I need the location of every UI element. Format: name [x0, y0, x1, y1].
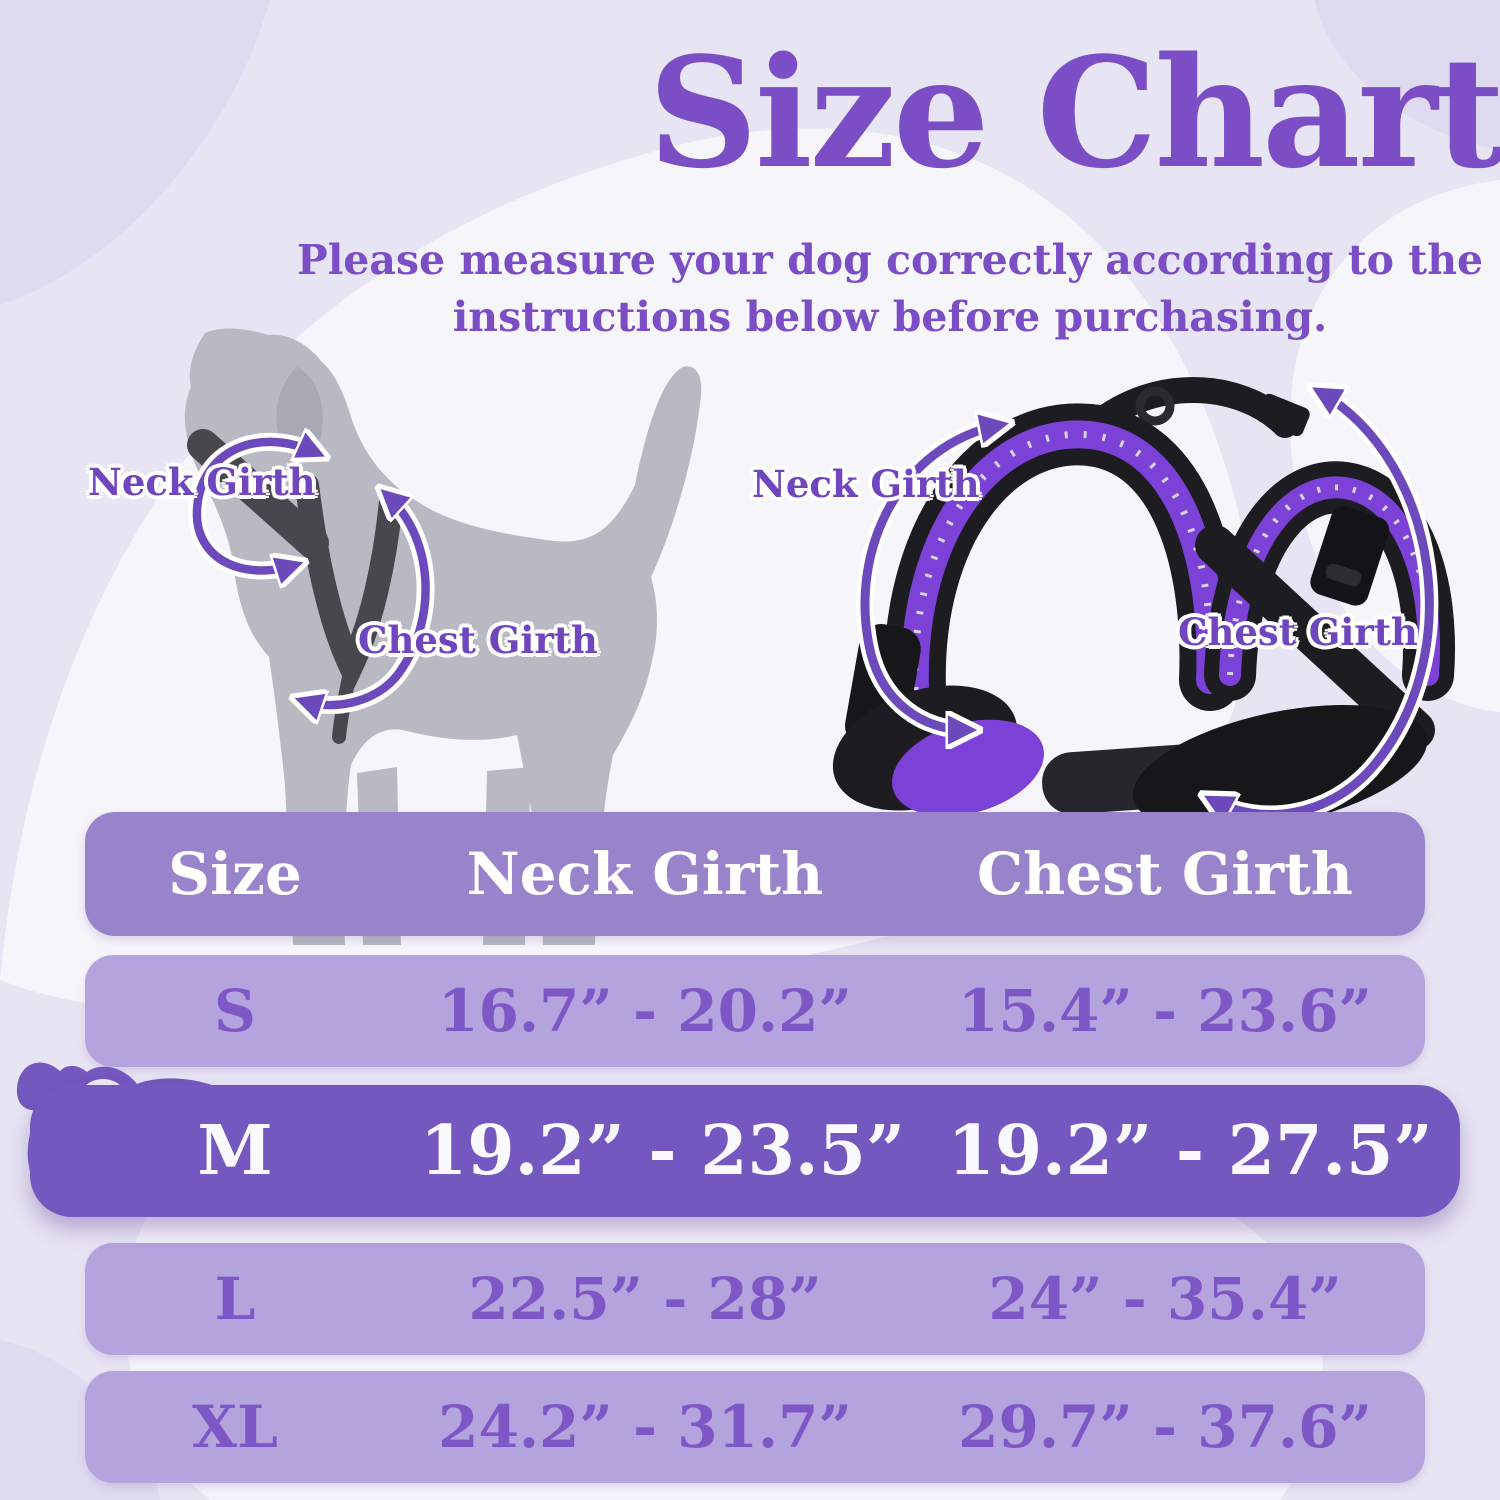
- size-table-header: Size Neck Girth Chest Girth: [85, 812, 1425, 936]
- chest-girth-cell: 24” - 35.4”: [988, 1265, 1342, 1333]
- neck-girth-cell: 19.2” - 23.5”: [419, 1111, 906, 1191]
- subtitle-line-1: Please measure your dog correctly accord…: [296, 236, 1484, 284]
- dog-neck-girth-label: Neck Girth: [88, 460, 316, 504]
- chest-girth-cell: 19.2” - 27.5”: [947, 1111, 1433, 1191]
- neck-girth-cell: 24.2” - 31.7”: [438, 1393, 852, 1461]
- header-neck-girth: Neck Girth: [466, 840, 824, 908]
- size-cell: S: [214, 977, 256, 1045]
- harness-photo-illustration: [832, 377, 1455, 832]
- dog-chest-girth-arrow: [303, 495, 435, 705]
- table-row-l: L 22.5” - 28” 24” - 35.4”: [85, 1243, 1425, 1355]
- header-size: Size: [168, 840, 302, 908]
- size-cell: L: [214, 1265, 256, 1333]
- harness-chest-girth-label: Chest Girth: [1178, 610, 1418, 654]
- neck-girth-cell: 22.5” - 28”: [468, 1265, 822, 1333]
- page-title: Size Chart: [648, 23, 1500, 202]
- chest-girth-cell: 15.4” - 23.6”: [958, 977, 1372, 1045]
- table-row-m-highlighted: M 19.2” - 23.5” 19.2” - 27.5”: [30, 1085, 1460, 1217]
- page-subtitle: Please measure your dog correctly accord…: [290, 232, 1490, 347]
- harness-d-ring: [1135, 386, 1175, 426]
- size-cell: M: [197, 1111, 273, 1191]
- dog-chest-girth-label: Chest Girth: [358, 618, 598, 662]
- chest-girth-cell: 29.7” - 37.6”: [958, 1393, 1372, 1461]
- size-cell: XL: [192, 1393, 278, 1461]
- harness-buckle: [1310, 506, 1390, 606]
- header-chest-girth: Chest Girth: [977, 840, 1353, 908]
- dog-neck-girth-arrow: [187, 442, 317, 571]
- harness-neck-girth-label: Neck Girth: [752, 462, 980, 506]
- table-row-s: S 16.7” - 20.2” 15.4” - 23.6”: [85, 955, 1425, 1067]
- neck-girth-cell: 16.7” - 20.2”: [438, 977, 852, 1045]
- harness-neck-girth-arrow: [856, 425, 1000, 730]
- subtitle-line-2: instructions below before purchasing.: [452, 293, 1328, 342]
- table-row-xl: XL 24.2” - 31.7” 29.7” - 37.6”: [85, 1371, 1425, 1483]
